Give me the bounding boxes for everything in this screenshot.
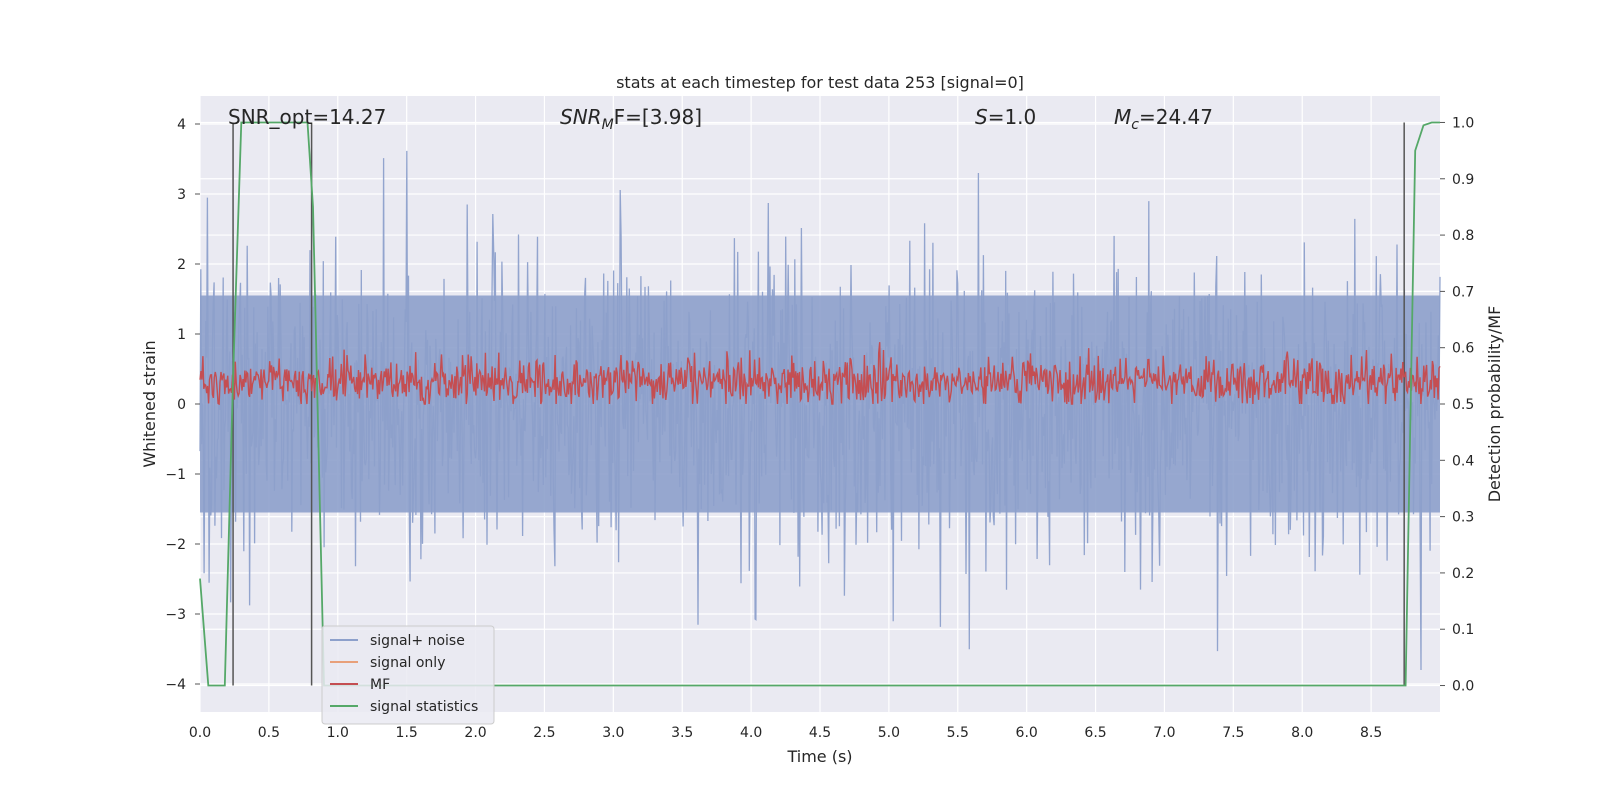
legend-label: MF	[370, 677, 390, 693]
y2-tick-label: 0.3	[1452, 510, 1474, 526]
x-tick-label: 0.0	[189, 725, 211, 741]
x-tick-label: 6.0	[1016, 725, 1038, 741]
x-tick-label: 7.0	[1153, 725, 1175, 741]
x-tick-label: 0.5	[258, 725, 280, 741]
x-tick-label: 3.0	[602, 725, 624, 741]
annotation-s: S=1.0	[975, 105, 1036, 129]
y2-tick-label: 0.8	[1452, 228, 1474, 244]
y-tick-label: −2	[165, 537, 186, 553]
y-axis-title: Whitened strain	[140, 340, 159, 467]
legend-label: signal+ noise	[370, 633, 465, 649]
y2-tick-label: 0.2	[1452, 566, 1474, 582]
y2-tick-label: 1.0	[1452, 115, 1474, 131]
x-tick-label: 1.0	[327, 725, 349, 741]
y2-tick-label: 0.5	[1452, 397, 1474, 413]
y-tick-label: 0	[177, 397, 186, 413]
legend: signal+ noise signal only MF signal statist…	[321, 625, 495, 725]
legend-label: signal only	[370, 655, 445, 671]
y2-tick-label: 0.6	[1452, 341, 1474, 357]
x-tick-label: 8.5	[1360, 725, 1382, 741]
axes-layer: 0.0 0.5 1.0 1.5 2.0 2.5 3.0 3.5 4.0 4.5 5.0 5.5 6.0 6…	[165, 115, 1474, 741]
x-tick-label: 5.0	[878, 725, 900, 741]
x-tick-label: 4.5	[809, 725, 831, 741]
y-tick-label: −4	[165, 677, 186, 693]
y-tick-label: 3	[177, 187, 186, 203]
x-axis-title: Time (s)	[786, 747, 852, 766]
y2-tick-label: 0.9	[1452, 172, 1474, 188]
y2-tick-label: 0.1	[1452, 622, 1474, 638]
y-tick-label: −3	[165, 607, 186, 623]
x-tick-label: 5.5	[947, 725, 969, 741]
y2-tick-label: 0.4	[1452, 453, 1474, 469]
x-tick-label: 8.0	[1291, 725, 1313, 741]
y2-axis-title: Detection probability/MF	[1485, 306, 1504, 503]
y-tick-label: 4	[177, 117, 186, 133]
x-tick-label: 4.0	[740, 725, 762, 741]
x-tick-label: 2.5	[533, 725, 555, 741]
legend-box	[321, 625, 495, 725]
annotation-snr_mf: SNRMF=[3.98]	[560, 105, 702, 133]
chart-title: stats at each timestep for test data 253…	[616, 73, 1024, 92]
legend-label: signal statistics	[370, 699, 478, 715]
x-tick-label: 3.5	[671, 725, 693, 741]
series-mf	[199, 342, 1441, 406]
x-tick-label: 1.5	[396, 725, 418, 741]
series-signal-noise-band	[200, 295, 1440, 513]
x-tick-label: 2.0	[464, 725, 486, 741]
y-tick-label: −1	[165, 467, 186, 483]
annotation-snr_opt: SNR_opt=14.27	[228, 105, 386, 129]
y2-tick-label: 0.0	[1452, 679, 1474, 695]
x-tick-label: 6.5	[1084, 725, 1106, 741]
y2-tick-label: 0.7	[1452, 284, 1474, 300]
x-tick-label: 7.5	[1222, 725, 1244, 741]
annotation-mc: Mc=24.47	[1114, 105, 1213, 133]
y-tick-label: 2	[177, 257, 186, 273]
annotations: SNR_opt=14.27 SNRMF=[3.98] S=1.0 Mc=24.47	[228, 105, 1213, 133]
series-layer	[199, 121, 1441, 687]
y-tick-label: 1	[177, 327, 186, 343]
